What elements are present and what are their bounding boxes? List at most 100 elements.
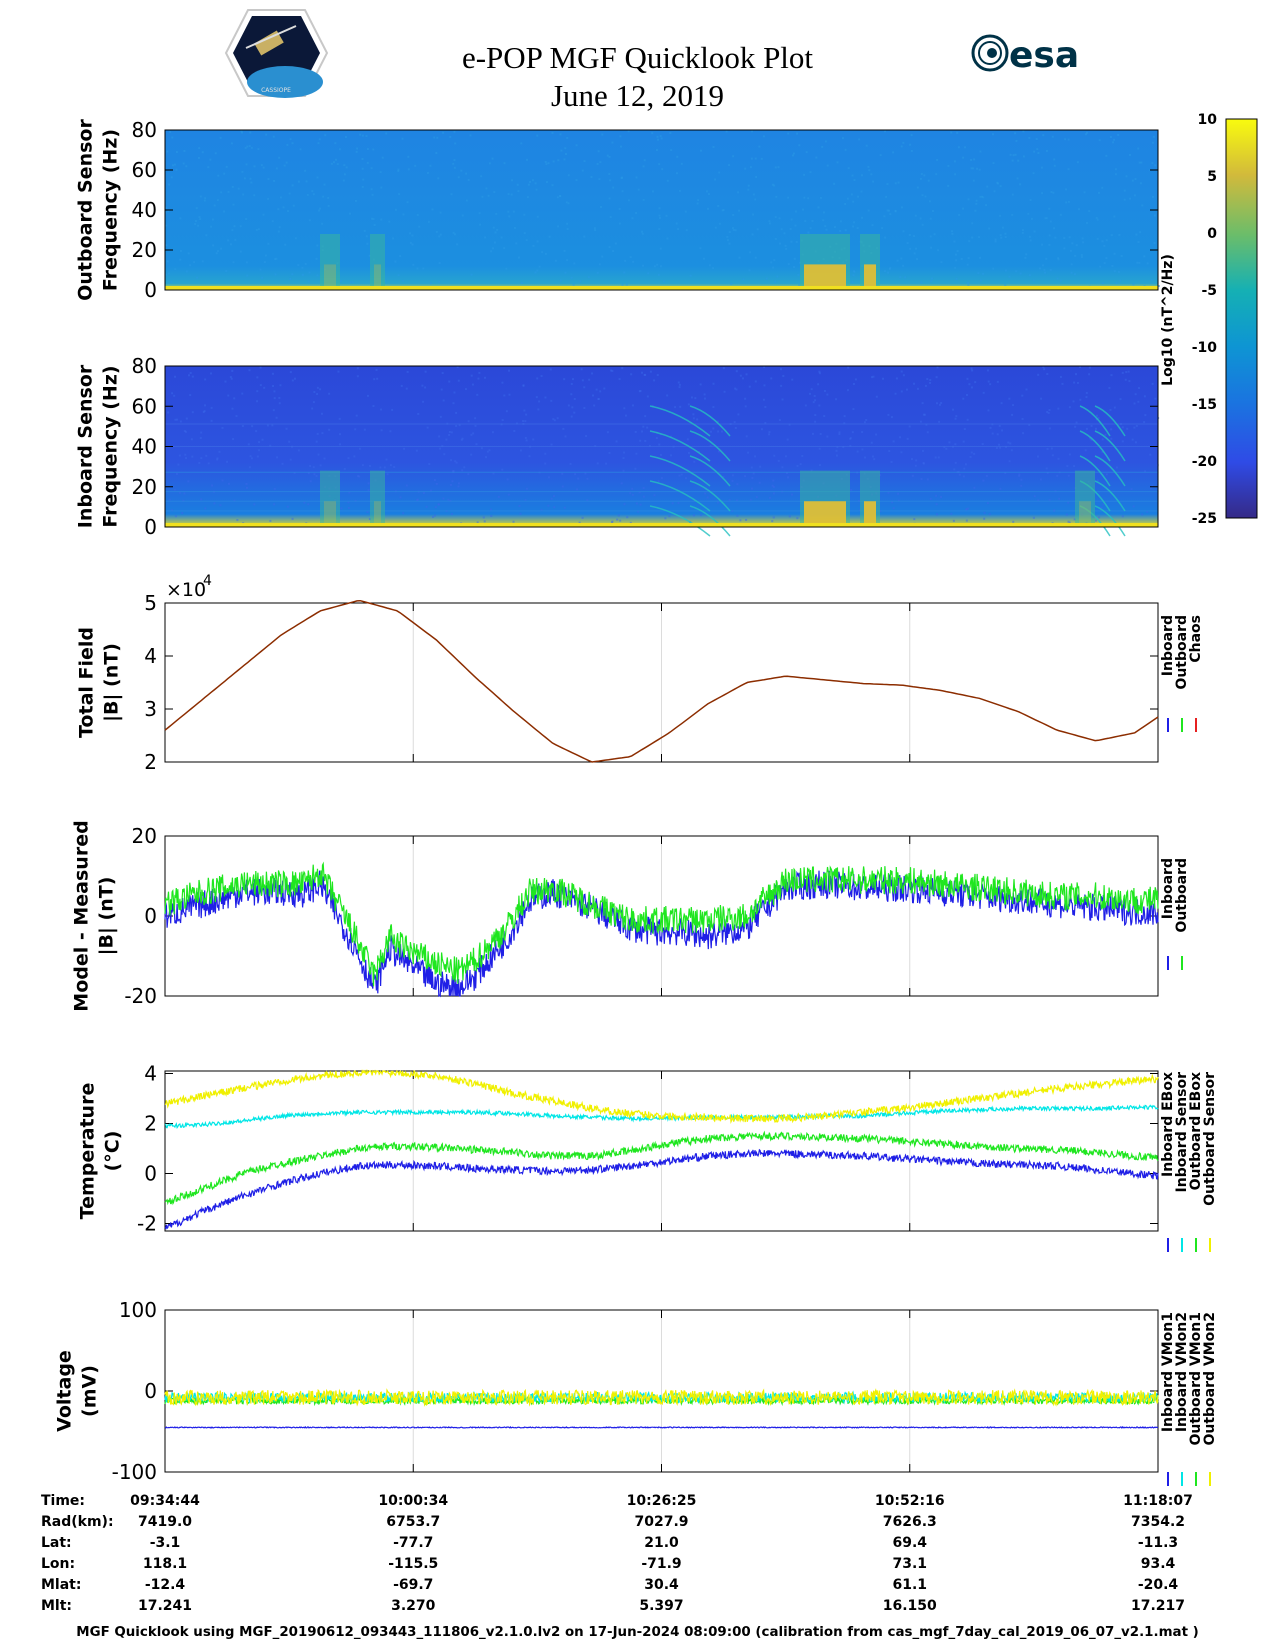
outboard-spectrogram-speckle: [548, 235, 551, 238]
inboard-spectrogram-speckle: [890, 461, 893, 464]
outboard-spectrogram-speckle: [289, 138, 292, 141]
outboard-spectrogram-speckle: [207, 166, 210, 169]
inboard-spectrogram-speckle: [460, 438, 463, 441]
inboard-spectrogram-speckle: [962, 440, 965, 443]
orbit-table-cell: -20.4: [1138, 1577, 1179, 1593]
total-field-tick-label: 4: [144, 644, 157, 668]
outboard-spectrogram-speckle: [1040, 166, 1043, 169]
inboard-spectrogram-speckle: [723, 390, 726, 393]
inboard-spectrogram-speckle: [385, 458, 388, 461]
outboard-spectrogram-speckle: [708, 264, 711, 267]
inboard-spectrogram-speckle: [442, 497, 445, 500]
outboard-spectrogram-speckle: [505, 267, 508, 270]
inboard-spectrogram-speckle: [433, 479, 436, 482]
outboard-spectrogram-speckle: [245, 218, 248, 221]
inboard-spectrogram-speckle: [379, 466, 382, 469]
outboard-spectrogram-speckle: [637, 188, 640, 191]
voltage-tick-label: 0: [144, 1379, 157, 1403]
inboard-spectrogram-speckle: [183, 430, 186, 433]
inboard-spectrogram-speckle: [680, 473, 683, 476]
inboard-spectrogram-speckle: [227, 482, 230, 485]
outboard-spectrogram-speckle: [897, 181, 900, 184]
inboard-spectrogram-whistler: [1094, 480, 1126, 512]
outboard-spectrogram-speckle: [956, 131, 959, 134]
inboard-spectrogram-speckle: [736, 514, 739, 517]
inboard-spectrogram-speckle: [739, 374, 742, 377]
outboard-spectrogram-speckle: [992, 162, 995, 165]
inboard-spectrogram-speckle: [422, 400, 425, 403]
outboard-spectrogram-speckle: [257, 148, 260, 151]
inboard-spectrogram-speckle: [467, 473, 470, 476]
outboard-spectrogram-speckle: [656, 263, 659, 266]
outboard-spectrogram-speckle: [1063, 237, 1066, 240]
outboard-spectrogram-speckle: [754, 256, 757, 259]
outboard-spectrogram-speckle: [267, 197, 270, 200]
inboard-spectrogram-speckle: [646, 426, 649, 429]
outboard-spectrogram-speckle: [1083, 191, 1086, 194]
voltage-legend-label: Outboard VMon2: [1202, 1312, 1218, 1446]
outboard-spectrogram-speckle: [1152, 135, 1155, 138]
inboard-spectrogram-speckle: [998, 443, 1001, 446]
inboard-spectrogram-speckle: [1046, 471, 1049, 474]
outboard-spectrogram-speckle: [1021, 229, 1024, 232]
outboard-spectrogram-speckle: [608, 246, 611, 249]
inboard-spectrogram-speckle: [447, 498, 450, 501]
inboard-spectrogram-speckle: [221, 479, 224, 482]
outboard-spectrogram-speckle: [286, 143, 289, 146]
inboard-spectrogram-speckle: [771, 520, 774, 523]
outboard-spectrogram-speckle: [267, 178, 270, 181]
outboard-spectrogram-ylabel: Outboard Sensor Frequency (Hz): [75, 119, 122, 301]
outboard-spectrogram-speckle: [1015, 139, 1018, 142]
inboard-spectrogram-speckle: [986, 369, 989, 372]
outboard-spectrogram-speckle: [910, 149, 913, 152]
inboard-spectrogram-speckle: [1121, 371, 1124, 374]
outboard-spectrogram-speckle: [666, 237, 669, 240]
outboard-spectrogram-speckle: [908, 233, 911, 236]
inboard-spectrogram-speckle: [1121, 440, 1124, 443]
inboard-spectrogram-speckle: [814, 420, 817, 423]
inboard-spectrogram-speckle: [185, 457, 188, 460]
inboard-spectrogram-speckle: [224, 380, 227, 383]
inboard-spectrogram-speckle: [1042, 366, 1045, 369]
outboard-spectrogram-speckle: [930, 246, 933, 249]
outboard-spectrogram-speckle: [774, 280, 777, 283]
inboard-spectrogram-speckle: [750, 487, 753, 490]
outboard-spectrogram-speckle: [976, 167, 979, 170]
inboard-spectrogram-speckle: [389, 464, 392, 467]
outboard-spectrogram-speckle: [658, 216, 661, 219]
outboard-spectrogram-speckle: [748, 269, 751, 272]
inboard-spectrogram-speckle: [1050, 447, 1053, 450]
inboard-spectrogram-speckle: [643, 373, 646, 376]
inboard-spectrogram-speckle: [653, 494, 656, 497]
outboard-spectrogram-speckle: [230, 142, 233, 145]
total-field-ylabel-line: Total Field: [76, 627, 98, 738]
outboard-spectrogram-speckle: [1019, 272, 1022, 275]
inboard-spectrogram-speckle: [1048, 498, 1051, 501]
outboard-spectrogram-speckle: [1101, 186, 1104, 189]
outboard-spectrogram-speckle: [531, 179, 534, 182]
inboard-spectrogram-speckle: [540, 509, 543, 512]
outboard-spectrogram-speckle: [318, 209, 321, 212]
outboard-spectrogram-speckle: [957, 146, 960, 149]
outboard-spectrogram-speckle: [773, 184, 776, 187]
outboard-spectrogram-speckle: [289, 277, 292, 280]
inboard-spectrogram-speckle: [307, 472, 310, 475]
outboard-spectrogram-speckle: [1105, 154, 1108, 157]
inboard-spectrogram-speckle: [621, 367, 624, 370]
inboard-spectrogram-speckle: [668, 515, 671, 518]
inboard-spectrogram-whistler: [1079, 405, 1111, 437]
outboard-spectrogram-speckle: [365, 135, 368, 138]
inboard-spectrogram-speckle: [749, 498, 752, 501]
inboard-spectrogram-speckle: [205, 454, 208, 457]
inboard-spectrogram-speckle: [892, 507, 895, 510]
outboard-spectrogram-speckle: [321, 222, 324, 225]
inboard-spectrogram-speckle: [754, 455, 757, 458]
colorbar-label: Log10 (nT^2/Hz): [1160, 254, 1176, 386]
inboard-spectrogram-speckle: [785, 472, 788, 475]
outboard-spectrogram-burst-core: [804, 264, 846, 290]
outboard-spectrogram-speckle: [853, 270, 856, 273]
inboard-spectrogram-speckle: [470, 374, 473, 377]
inboard-spectrogram-speckle: [671, 502, 674, 505]
inboard-spectrogram-speckle: [888, 450, 891, 453]
inboard-spectrogram-speckle: [1101, 438, 1104, 441]
